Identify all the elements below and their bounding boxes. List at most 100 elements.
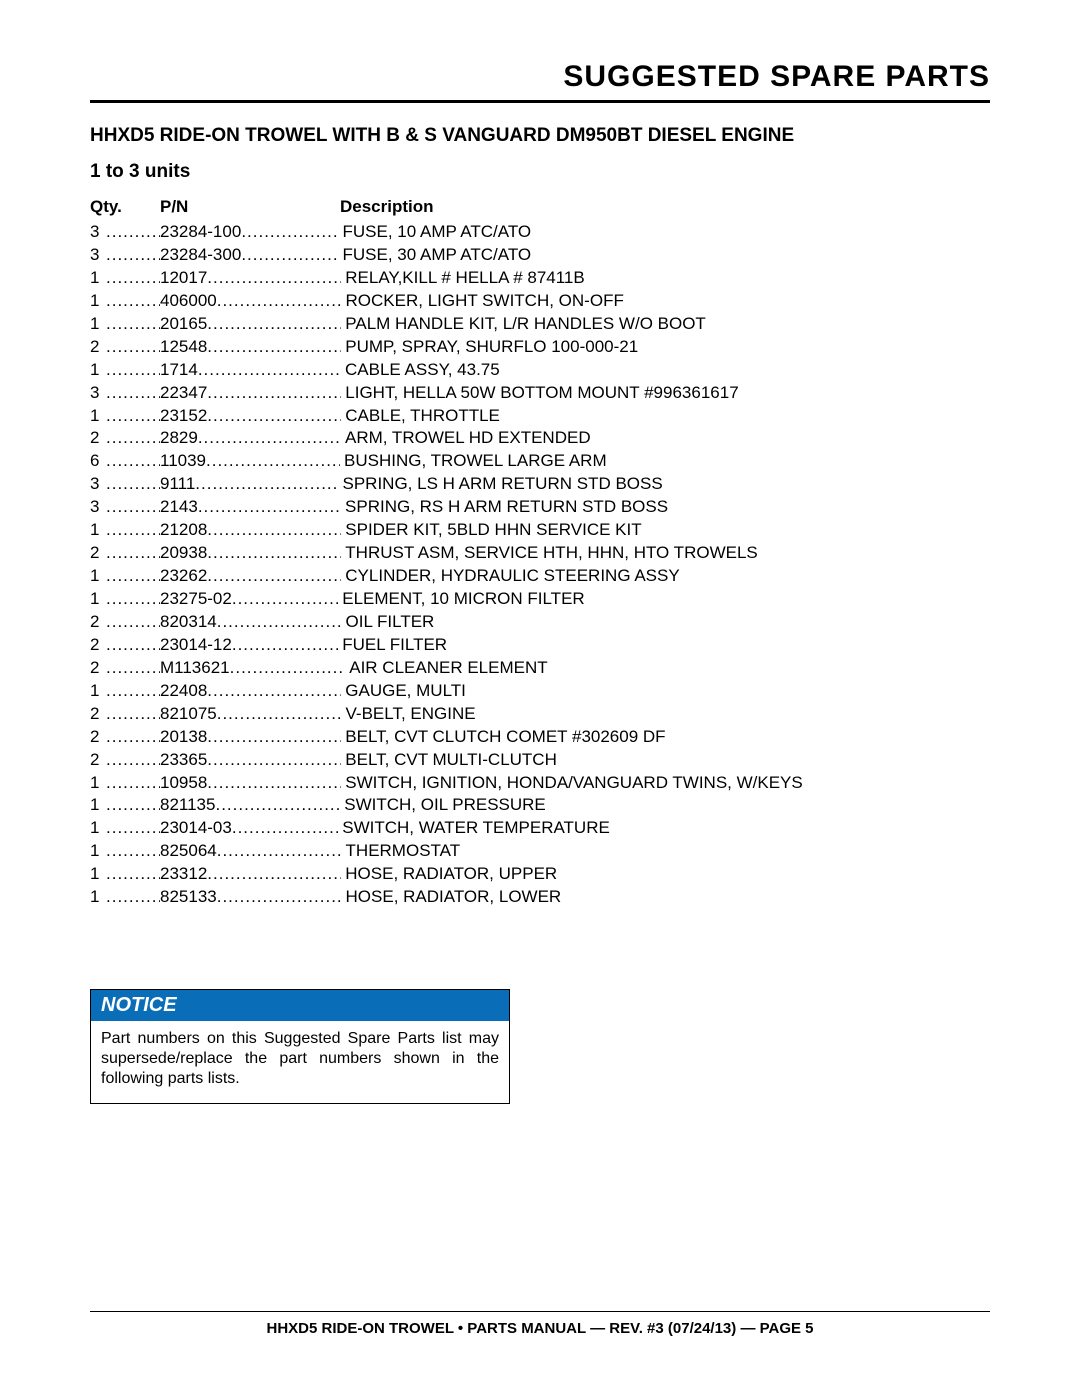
cell-pn: 22408 <box>160 680 207 703</box>
cell-pn: 23284-300 <box>160 244 241 267</box>
cell-desc: THERMOSTAT <box>342 840 990 863</box>
cell-qty: 3 <box>90 496 106 519</box>
cell-qty: 2 <box>90 703 106 726</box>
notice-body: Part numbers on this Suggested Spare Par… <box>91 1021 509 1103</box>
cell-pn: 820314 <box>160 611 217 634</box>
leader-dots <box>106 427 160 450</box>
cell-pn: 12548 <box>160 336 207 359</box>
cell-qty: 1 <box>90 588 106 611</box>
leader-dots <box>106 519 160 542</box>
cell-pn: 10958 <box>160 772 207 795</box>
table-row: 220138BELT, CVT CLUTCH COMET #302609 DF <box>90 726 990 749</box>
cell-qty: 1 <box>90 359 106 382</box>
leader-dots <box>198 359 341 382</box>
cell-desc: BELT, CVT MULTI-CLUTCH <box>341 749 990 772</box>
table-row: 112017RELAY,KILL # HELLA # 87411B <box>90 267 990 290</box>
leader-dots <box>106 817 160 840</box>
cell-pn: 23014-03 <box>160 817 232 840</box>
cell-qty: 1 <box>90 565 106 588</box>
leader-dots <box>106 680 160 703</box>
cell-qty: 3 <box>90 382 106 405</box>
cell-desc: SPIDER KIT, 5BLD HHN SERVICE KIT <box>341 519 990 542</box>
leader-dots <box>106 588 160 611</box>
table-row: 123275-02ELEMENT, 10 MICRON FILTER <box>90 588 990 611</box>
cell-desc: RELAY,KILL # HELLA # 87411B <box>341 267 990 290</box>
leader-dots <box>106 290 160 313</box>
cell-pn: 406000 <box>160 290 217 313</box>
cell-desc: FUSE, 30 AMP ATC/ATO <box>339 244 991 267</box>
leader-dots <box>106 794 160 817</box>
cell-qty: 6 <box>90 450 106 473</box>
cell-desc: AIR CLEANER ELEMENT <box>345 657 990 680</box>
header-pn: P/N <box>160 197 340 217</box>
cell-pn: 9111 <box>160 473 195 496</box>
notice-header: NOTICE <box>91 990 509 1021</box>
leader-dots <box>106 496 160 519</box>
cell-qty: 2 <box>90 749 106 772</box>
cell-pn: 20138 <box>160 726 207 749</box>
cell-desc: ROCKER, LIGHT SWITCH, ON-OFF <box>342 290 990 313</box>
table-row: 2820314OIL FILTER <box>90 611 990 634</box>
cell-pn: 12017 <box>160 267 207 290</box>
cell-desc: SPRING, RS H ARM RETURN STD BOSS <box>341 496 990 519</box>
cell-desc: SWITCH, IGNITION, HONDA/VANGUARD TWINS, … <box>341 772 990 795</box>
table-row: 1825133HOSE, RADIATOR, LOWER <box>90 886 990 909</box>
table-row: 611039BUSHING, TROWEL LARGE ARM <box>90 450 990 473</box>
cell-qty: 1 <box>90 794 106 817</box>
cell-pn: 23152 <box>160 405 207 428</box>
parts-list: 323284-100FUSE, 10 AMP ATC/ATO323284-300… <box>90 221 990 909</box>
cell-pn: 21208 <box>160 519 207 542</box>
cell-qty: 2 <box>90 657 106 680</box>
cell-pn: 23284-100 <box>160 221 241 244</box>
table-row: 223014-12FUEL FILTER <box>90 634 990 657</box>
cell-qty: 1 <box>90 519 106 542</box>
leader-dots <box>207 772 341 795</box>
leader-dots <box>106 313 160 336</box>
leader-dots <box>207 749 341 772</box>
cell-pn: M113621 <box>160 657 230 680</box>
cell-pn: 22347 <box>160 382 207 405</box>
cell-desc: PALM HANDLE KIT, L/R HANDLES W/O BOOT <box>341 313 990 336</box>
leader-dots <box>106 542 160 565</box>
leader-dots <box>217 886 342 909</box>
leader-dots <box>106 886 160 909</box>
cell-qty: 2 <box>90 542 106 565</box>
leader-dots <box>106 244 160 267</box>
table-row: 3 23284-300 FUSE, 30 AMP ATC/ATO <box>90 244 990 267</box>
cell-desc: CYLINDER, HYDRAULIC STEERING ASSY <box>341 565 990 588</box>
cell-desc: LIGHT, HELLA 50W BOTTOM MOUNT #996361617 <box>341 382 990 405</box>
table-row: 1821135SWITCH, OIL PRESSURE <box>90 794 990 817</box>
leader-dots <box>106 405 160 428</box>
table-row: 110958SWITCH, IGNITION, HONDA/VANGUARD T… <box>90 772 990 795</box>
cell-qty: 1 <box>90 863 106 886</box>
leader-dots <box>207 313 341 336</box>
cell-desc: CABLE ASSY, 43.75 <box>341 359 990 382</box>
table-row: 2 23365 BELT, CVT MULTI-CLUTCH <box>90 749 990 772</box>
leader-dots <box>106 726 160 749</box>
cell-qty: 2 <box>90 726 106 749</box>
table-row: 123014-03SWITCH, WATER TEMPERATURE <box>90 817 990 840</box>
cell-qty: 2 <box>90 336 106 359</box>
leader-dots <box>217 290 342 313</box>
cell-desc: PUMP, SPRAY, SHURFLO 100-000-21 <box>341 336 990 359</box>
table-row: 3 22347 LIGHT, HELLA 50W BOTTOM MOUNT #996… <box>90 382 990 405</box>
column-headers: Qty. P/N Description <box>90 197 990 217</box>
cell-desc: ARM, TROWEL HD EXTENDED <box>341 427 990 450</box>
section-title: SUGGESTED SPARE PARTS <box>90 60 990 103</box>
cell-pn: 23014-12 <box>160 634 232 657</box>
table-row: 22829ARM, TROWEL HD EXTENDED <box>90 427 990 450</box>
leader-dots <box>207 542 341 565</box>
table-row: 220938THRUST ASM, SERVICE HTH, HHN, HTO … <box>90 542 990 565</box>
cell-pn: 1714 <box>160 359 198 382</box>
leader-dots <box>106 336 160 359</box>
cell-pn: 23275-02 <box>160 588 232 611</box>
leader-dots <box>106 840 160 863</box>
cell-desc: SWITCH, WATER TEMPERATURE <box>338 817 990 840</box>
cell-pn: 23365 <box>160 749 207 772</box>
cell-pn: 20938 <box>160 542 207 565</box>
page: SUGGESTED SPARE PARTS HHXD5 RIDE-ON TROW… <box>0 0 1080 1397</box>
cell-qty: 3 <box>90 244 106 267</box>
leader-dots <box>232 588 338 611</box>
cell-qty: 3 <box>90 221 106 244</box>
table-row: 323284-100FUSE, 10 AMP ATC/ATO <box>90 221 990 244</box>
